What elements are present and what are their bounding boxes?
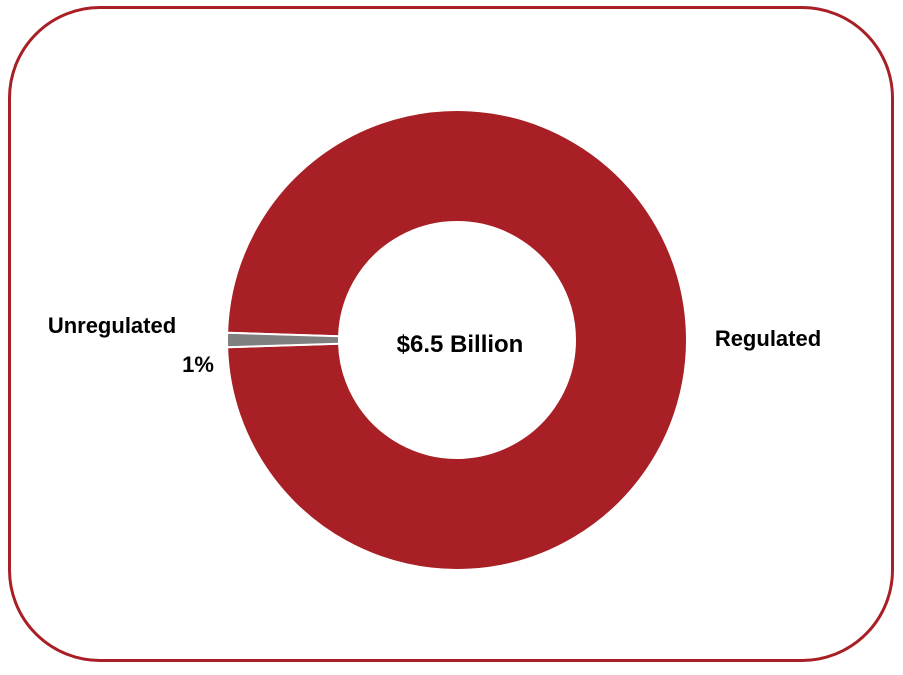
regulated-slice	[226, 109, 688, 571]
regulated-slice-label: Regulated	[715, 326, 821, 351]
unregulated-slice-label: Unregulated	[48, 313, 176, 338]
donut-slices	[225, 109, 688, 571]
unregulated-slice-value-label: 1%	[182, 352, 214, 377]
center-total-label: $6.5 Billion	[397, 331, 524, 358]
unregulated-slice	[225, 331, 341, 349]
